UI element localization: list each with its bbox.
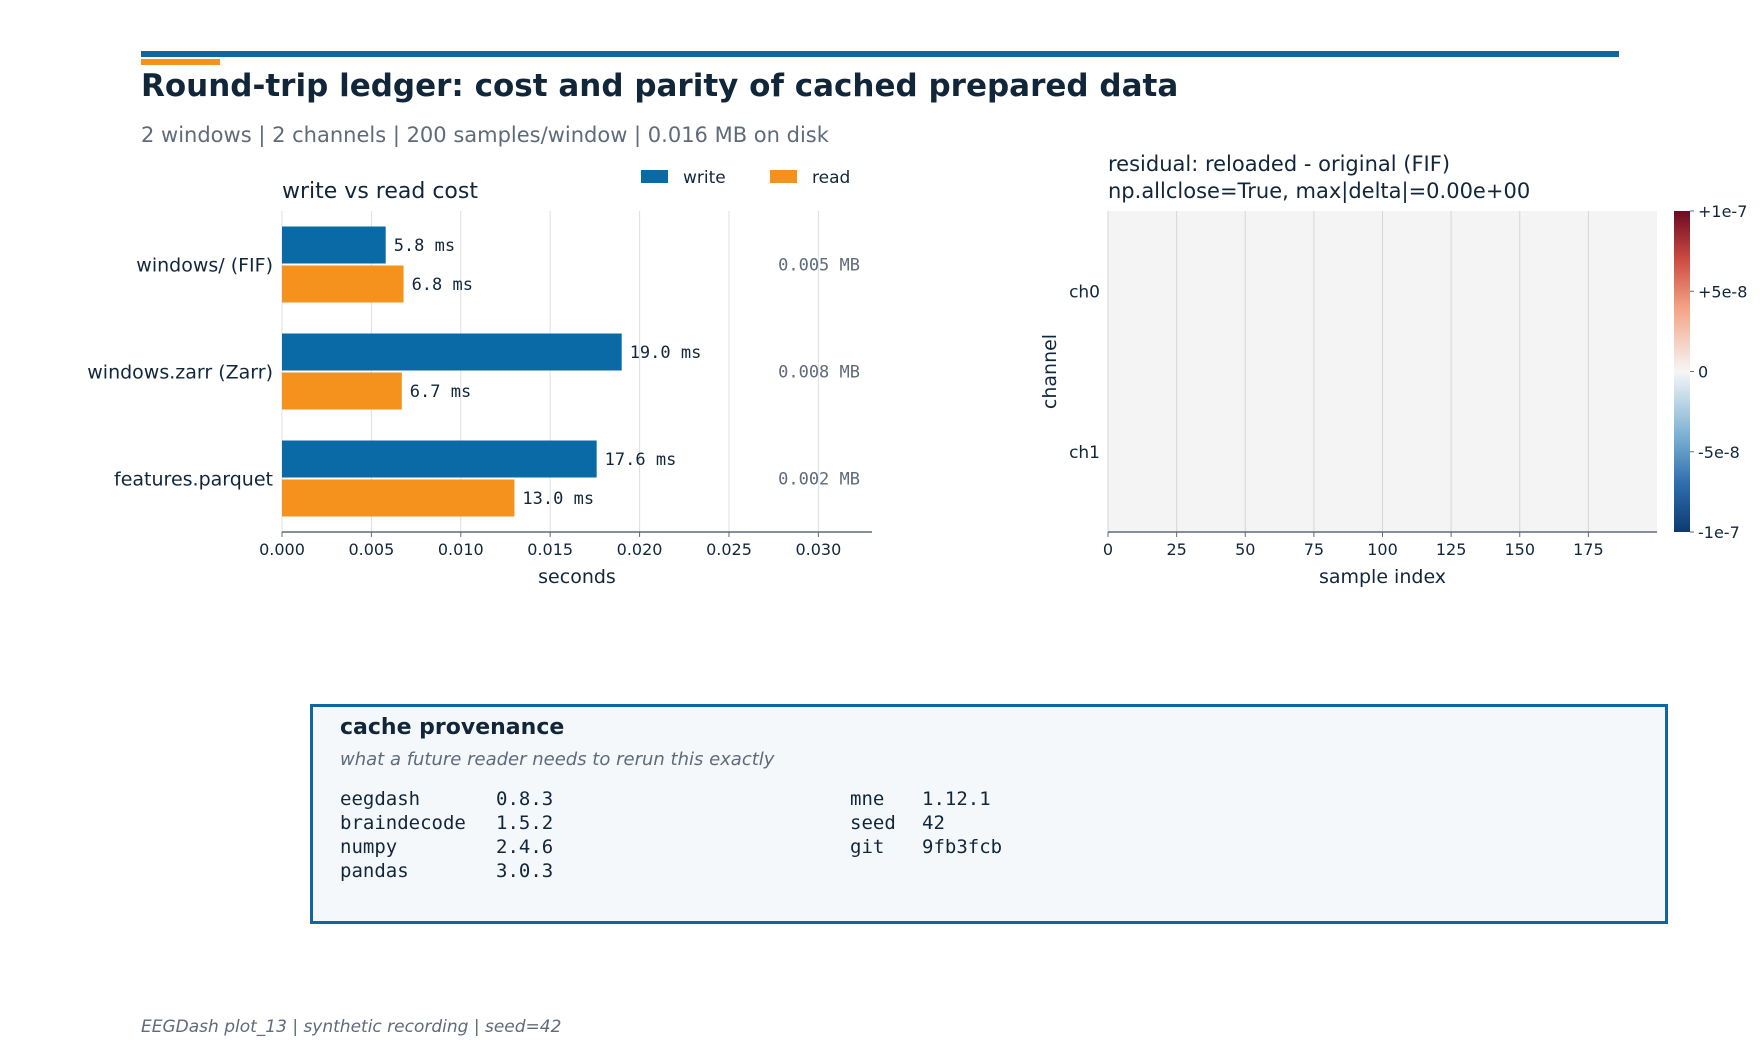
provenance-row: braindecode 1.5.2 [340,811,553,835]
provenance-value: 0.8.3 [496,788,554,810]
page-title: Round-trip ledger: cost and parity of ca… [141,68,1179,104]
bar-value-label: 17.6 ms [605,450,677,470]
colorbar-tick-label: +5e-8 [1698,282,1747,301]
provenance-value: 9fb3fcb [922,836,1003,858]
heatmap-x-tick-label: 0 [1103,540,1113,559]
provenance-right-column: mne 1.12.1 seed 42 git 9fb3fcb [850,787,1002,859]
heatmap-x-tick-label: 50 [1235,540,1255,559]
colorbar-tick-label: 0 [1698,363,1708,382]
chart-title: write vs read cost [282,179,478,204]
bar-read [282,372,402,410]
x-tick-label: 0.000 [259,540,305,559]
x-tick-label: 0.005 [348,540,394,559]
provenance-value: 1.5.2 [496,812,554,834]
provenance-key: seed [850,812,896,834]
provenance-panel: cache provenance what a future reader ne… [310,704,1668,924]
provenance-key: pandas [340,860,409,882]
provenance-subtitle: what a future reader needs to rerun this… [340,749,775,770]
bar-write [282,440,597,478]
header-accent [141,59,220,65]
provenance-left-column: eegdash 0.8.3 braindecode 1.5.2 numpy 2.4.6… [340,787,553,883]
colorbar-tick-label: -1e-7 [1698,523,1740,542]
heatmap-x-axis-label: sample index [1319,566,1446,588]
heatmap-x-tick-label: 75 [1304,540,1324,559]
bar-read [282,479,515,517]
row-label: ch1 [1069,443,1100,463]
legend-swatch-read [770,170,797,183]
category-label: windows/ (FIF) [136,255,273,277]
provenance-value: 2.4.6 [496,836,554,858]
x-tick-label: 0.020 [617,540,663,559]
provenance-value: 1.12.1 [922,788,991,810]
provenance-row: eegdash 0.8.3 [340,787,553,811]
bar-write [282,226,386,264]
provenance-key: git [850,836,885,858]
bar-value-label: 19.0 ms [630,343,702,363]
page-subtitle: 2 windows | 2 channels | 200 samples/win… [141,123,829,147]
size-annotation: 0.008 MB [778,363,860,383]
colorbar-tick-label: +1e-7 [1698,202,1747,221]
bar-read [282,265,404,303]
size-annotation: 0.002 MB [778,470,860,490]
x-tick-label: 0.025 [706,540,752,559]
colorbar [1674,211,1690,532]
provenance-row: numpy 2.4.6 [340,835,553,859]
provenance-row: pandas 3.0.3 [340,859,553,883]
x-tick-label: 0.030 [795,540,841,559]
heatmap-subtitle: np.allclose=True, max|delta|=0.00e+00 [1108,179,1530,204]
colorbar-tick-label: -5e-8 [1698,443,1740,462]
provenance-title: cache provenance [340,715,565,740]
heatmap-x-tick-label: 100 [1367,540,1398,559]
category-label: windows.zarr (Zarr) [87,362,273,384]
bar-value-label: 6.8 ms [412,275,473,295]
heatmap-x-tick-label: 25 [1166,540,1186,559]
bar-value-label: 6.7 ms [410,382,471,402]
x-tick-label: 0.015 [527,540,573,559]
provenance-key: eegdash [340,788,421,810]
legend-label-write: write [683,168,726,188]
heatmap-x-tick-label: 150 [1504,540,1535,559]
provenance-row: seed 42 [850,811,1002,835]
legend-label-read: read [812,168,850,188]
x-axis-label: seconds [538,566,616,588]
bar-write [282,333,622,371]
heatmap-title: residual: reloaded - original (FIF) [1108,152,1450,176]
bar-value-label: 5.8 ms [394,236,455,256]
bar-chart: 0.000 0.005 0.010 0.015 0.020 0.025 0.030 write… [87,168,872,588]
provenance-value: 42 [922,812,945,834]
provenance-row: git 9fb3fcb [850,835,1002,859]
header-rule [141,51,1619,57]
heatmap-y-axis-label: channel [1039,334,1061,409]
bar-value-label: 13.0 ms [522,489,594,509]
legend-swatch-write [641,170,668,183]
x-tick-label: 0.010 [438,540,484,559]
heatmap-x-tick-label: 175 [1573,540,1604,559]
size-annotation: 0.005 MB [778,256,860,276]
residual-heatmap: residual: reloaded - original (FIF) np.al… [1039,152,1747,588]
provenance-key: numpy [340,836,398,858]
row-label: ch0 [1069,282,1100,302]
footer-caption: EEGDash plot_13 | synthetic recording | … [141,1017,562,1037]
provenance-row: mne 1.12.1 [850,787,1002,811]
provenance-value: 3.0.3 [496,860,554,882]
provenance-key: braindecode [340,812,466,834]
heatmap-x-tick-label: 125 [1436,540,1467,559]
category-label: features.parquet [114,469,273,491]
provenance-key: mne [850,788,885,810]
